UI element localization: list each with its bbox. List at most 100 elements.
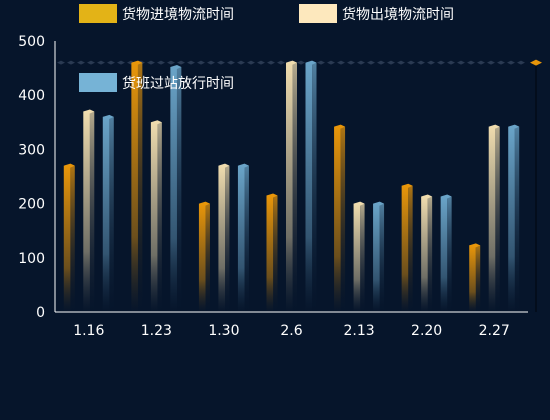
- bar-货班过站放行时间-1.23[interactable]: [170, 65, 182, 313]
- axes: 0 100 200 300 400 500 1.16 1.23 1.30 2.6 2.13 2.20 2…: [18, 34, 528, 339]
- reference-line-dash: [497, 60, 505, 65]
- y-tick-label: 300: [18, 142, 45, 158]
- bar-side-face: [340, 126, 346, 312]
- bar-top-cap: [63, 163, 75, 168]
- reference-line-dash: [67, 60, 75, 65]
- bars-layer: [63, 60, 520, 313]
- bar-side-face: [379, 203, 385, 312]
- bar-top-cap: [102, 114, 114, 119]
- reference-line-dash: [107, 60, 115, 65]
- bar-front-face: [508, 126, 515, 312]
- bar-货班过站放行时间-2.20[interactable]: [440, 194, 452, 312]
- reference-line-dash: [387, 60, 395, 65]
- bar-top-cap: [131, 60, 143, 65]
- bar-front-face: [237, 165, 245, 312]
- bar-top-cap: [421, 194, 433, 199]
- bar-货物进境物流时间-2.27[interactable]: [469, 243, 481, 312]
- reference-line-dash: [167, 60, 175, 65]
- reference-line-dash: [487, 60, 495, 65]
- bar-front-face: [131, 62, 138, 313]
- legend-item-1[interactable]: 货物出境物流时间: [299, 4, 454, 23]
- legend-item-2[interactable]: 货班过站放行时间: [79, 73, 234, 92]
- bar-top-cap: [237, 163, 249, 168]
- reference-line-dash: [277, 60, 285, 65]
- bar-货物出境物流时间-2.6[interactable]: [286, 60, 297, 313]
- reference-line-dash: [177, 60, 185, 65]
- bar-front-face: [353, 203, 361, 312]
- bar-side-face: [514, 126, 520, 312]
- bar-货班过站放行时间-1.16[interactable]: [102, 114, 114, 312]
- bar-front-face: [401, 185, 409, 312]
- reference-line-dash: [207, 60, 215, 65]
- x-tick-label: 1.30: [208, 323, 239, 339]
- bar-front-face: [440, 196, 448, 312]
- bar-front-face: [102, 116, 110, 312]
- bar-top-cap: [305, 60, 317, 65]
- x-tick-label: 2.20: [411, 323, 442, 339]
- reference-line-dash: [297, 60, 305, 65]
- reference-line-dash: [477, 60, 485, 65]
- bar-货物进境物流时间-1.30[interactable]: [198, 201, 210, 312]
- reference-line-dash: [217, 60, 225, 65]
- reference-line-dash: [57, 60, 65, 65]
- bar-front-face: [305, 62, 313, 313]
- bar-货班过站放行时间-2.27[interactable]: [508, 124, 520, 312]
- bar-货物进境物流时间-2.6[interactable]: [266, 193, 278, 312]
- reference-line-dash: [367, 60, 375, 65]
- reference-line-marker: [530, 59, 542, 66]
- bar-front-face: [63, 165, 71, 312]
- bar-货物出境物流时间-1.16[interactable]: [83, 109, 95, 313]
- reference-line-dash: [117, 60, 125, 65]
- bar-front-face: [218, 165, 226, 312]
- reference-line-dash: [187, 60, 195, 65]
- reference-line-layer: [57, 59, 542, 313]
- reference-line-dash: [197, 60, 205, 65]
- bar-top-cap: [508, 124, 520, 129]
- x-tick-label: 1.23: [141, 323, 172, 339]
- bar-货物出境物流时间-2.13[interactable]: [353, 201, 365, 312]
- y-tick-label: 200: [18, 197, 45, 213]
- bar-front-face: [286, 62, 293, 313]
- reference-line-dash: [97, 60, 105, 65]
- bar-side-face: [109, 116, 114, 312]
- bar-side-face: [312, 62, 317, 313]
- bar-货班过站放行时间-2.6[interactable]: [305, 60, 317, 313]
- reference-line-dash: [227, 60, 235, 65]
- bar-front-face: [266, 195, 274, 312]
- legend-swatch: [299, 4, 337, 23]
- reference-line-dash: [447, 60, 455, 65]
- legend-label: 货班过站放行时间: [122, 75, 234, 92]
- bar-货物出境物流时间-2.27[interactable]: [488, 124, 500, 312]
- bar-货班过站放行时间-2.13[interactable]: [373, 201, 385, 312]
- bar-side-face: [360, 203, 365, 312]
- bar-货物进境物流时间-1.16[interactable]: [63, 163, 75, 312]
- bar-货物进境物流时间-2.20[interactable]: [401, 183, 413, 312]
- reference-line-dash: [257, 60, 265, 65]
- bar-货物出境物流时间-1.30[interactable]: [218, 163, 230, 312]
- bar-货班过站放行时间-1.30[interactable]: [237, 163, 249, 312]
- bar-front-face: [373, 203, 380, 312]
- bar-top-cap: [286, 60, 297, 65]
- reference-line-dash: [507, 60, 515, 65]
- bar-side-face: [292, 62, 297, 313]
- bar-side-face: [70, 165, 75, 312]
- y-tick-label: 400: [18, 88, 45, 104]
- bar-货物出境物流时间-1.23[interactable]: [150, 120, 162, 312]
- bar-top-cap: [198, 201, 210, 206]
- reference-line-dash: [377, 60, 385, 65]
- bar-top-cap: [440, 194, 452, 199]
- legend-item-0[interactable]: 货物进境物流时间: [79, 4, 234, 23]
- y-tick-label: 0: [36, 305, 45, 321]
- reference-line-dash: [407, 60, 415, 65]
- bar-side-face: [475, 245, 481, 312]
- bar-货物出境物流时间-2.20[interactable]: [421, 194, 433, 312]
- bar-top-cap: [150, 120, 162, 125]
- reference-line-dash: [337, 60, 345, 65]
- bar-side-face: [244, 165, 249, 312]
- bar-top-cap: [170, 65, 182, 70]
- bar-货物进境物流时间-2.13[interactable]: [334, 124, 346, 312]
- bar-top-cap: [469, 243, 481, 248]
- bar-货物进境物流时间-1.23[interactable]: [131, 60, 143, 313]
- bar-front-face: [198, 203, 206, 312]
